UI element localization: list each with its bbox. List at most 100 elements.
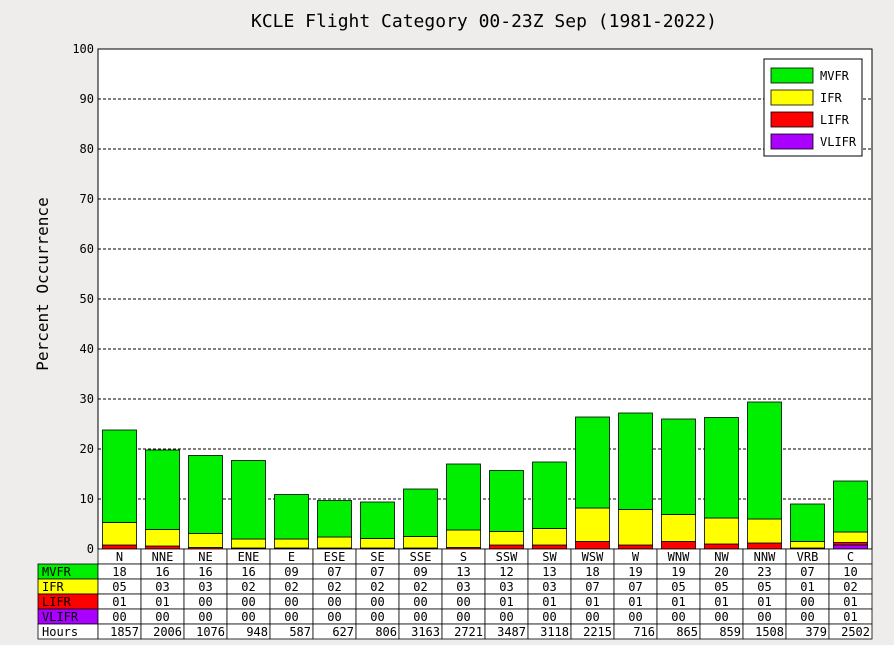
table-cell-value: 07 xyxy=(327,565,341,579)
table-header-label: S xyxy=(460,550,467,564)
table-header-label: W xyxy=(632,550,640,564)
table-cell-value: 02 xyxy=(327,580,341,594)
y-tick-label: 40 xyxy=(80,342,94,356)
y-tick-label: 80 xyxy=(80,142,94,156)
bar-segment-ifr xyxy=(145,529,180,547)
table-header-label: WNW xyxy=(668,550,690,564)
y-tick-label: 30 xyxy=(80,392,94,406)
table-cell-value: 07 xyxy=(800,565,814,579)
table-cell-value: 19 xyxy=(628,565,642,579)
table-row-label: Hours xyxy=(42,625,78,639)
table-cell-value: 806 xyxy=(375,625,397,639)
legend-swatch xyxy=(770,89,814,106)
table-cell-value: 02 xyxy=(370,580,384,594)
table-cell-value: 00 xyxy=(714,610,728,624)
bar-segment-ifr xyxy=(446,529,481,548)
legend-label: MVFR xyxy=(820,69,850,83)
table-header-label: WSW xyxy=(582,550,604,564)
table-cell-value: 587 xyxy=(289,625,311,639)
table-cell-value: 00 xyxy=(800,595,814,609)
bar-segment-mvfr xyxy=(661,418,696,515)
table-cell-value: 01 xyxy=(800,580,814,594)
table-cell-value: 00 xyxy=(198,595,212,609)
table-cell-value: 3487 xyxy=(497,625,526,639)
bar-segment-mvfr xyxy=(833,480,868,533)
table-cell-value: 00 xyxy=(241,595,255,609)
grid-lines xyxy=(98,98,872,500)
table-header-label: NNW xyxy=(754,550,776,564)
bar-segment-vlifr xyxy=(833,544,868,550)
table-cell-value: 07 xyxy=(585,580,599,594)
table-cell-value: 07 xyxy=(628,580,642,594)
y-tick-label: 100 xyxy=(72,42,94,56)
table-cell-value: 00 xyxy=(413,595,427,609)
table-cell-value: 865 xyxy=(676,625,698,639)
table-row-label: LIFR xyxy=(42,595,72,609)
table-cell-value: 18 xyxy=(585,565,599,579)
bar-segment-mvfr xyxy=(145,449,180,530)
table-cell-value: 00 xyxy=(757,610,771,624)
table-row-label: MVFR xyxy=(42,565,72,579)
bar-segment-mvfr xyxy=(575,416,610,509)
table-cell-value: 01 xyxy=(542,595,556,609)
y-tick-label: 60 xyxy=(80,242,94,256)
bar-segment-mvfr xyxy=(618,412,653,510)
bar-segment-mvfr xyxy=(231,460,266,540)
table-cell-value: 01 xyxy=(499,595,513,609)
bar-segment-lifr xyxy=(704,543,739,550)
table-cell-value: 13 xyxy=(456,565,470,579)
bar-segment-ifr xyxy=(575,507,610,542)
bar-segment-mvfr xyxy=(317,500,352,538)
table-cell-value: 18 xyxy=(112,565,126,579)
legend-label: IFR xyxy=(820,91,842,105)
table-cell-value: 2721 xyxy=(454,625,483,639)
table-cell-value: 379 xyxy=(805,625,827,639)
table-cell-value: 01 xyxy=(628,595,642,609)
bar-segment-mvfr xyxy=(102,429,137,523)
bar-segment-lifr xyxy=(532,544,567,550)
table-cell-value: 627 xyxy=(332,625,354,639)
y-tick-label: 20 xyxy=(80,442,94,456)
table-row-label: IFR xyxy=(42,580,64,594)
table-cell-value: 09 xyxy=(413,565,427,579)
bar-segment-mvfr xyxy=(360,501,395,539)
table-row-label: VLIFR xyxy=(42,610,79,624)
bar-segment-lifr xyxy=(489,544,524,550)
bar-segment-lifr xyxy=(145,545,180,550)
table-cell-value: 00 xyxy=(456,595,470,609)
table-header-label: SE xyxy=(370,550,384,564)
table-cell-value: 16 xyxy=(198,565,212,579)
table-cell-value: 03 xyxy=(499,580,513,594)
y-tick-label: 50 xyxy=(80,292,94,306)
table-cell-value: 00 xyxy=(671,610,685,624)
y-tick-label: 0 xyxy=(87,542,94,556)
bar-segment-mvfr xyxy=(274,494,309,540)
bar-segment-mvfr xyxy=(790,503,825,542)
table-cell-value: 09 xyxy=(284,565,298,579)
table-cell-value: 02 xyxy=(284,580,298,594)
table-cell-value: 05 xyxy=(671,580,685,594)
data-table: N NNE NE ENE E ESE SE SSE S SSW SW WSW W WNW NW NNW VRB C… xyxy=(37,548,873,640)
table-cell xyxy=(828,623,873,640)
table-cell-value: 03 xyxy=(542,580,556,594)
table-header-label: VRB xyxy=(797,550,819,564)
table-cell-value: 12 xyxy=(499,565,513,579)
table-cell-value: 02 xyxy=(843,580,857,594)
bar-segment-mvfr xyxy=(532,461,567,529)
table-cell-value: 19 xyxy=(671,565,685,579)
bar-segment-ifr xyxy=(231,538,266,549)
table-cell-value: 00 xyxy=(585,610,599,624)
table-cell-value: 3163 xyxy=(411,625,440,639)
table-header-label: N xyxy=(116,550,123,564)
bar-segment-mvfr xyxy=(446,463,481,531)
table-header-label: NNE xyxy=(152,550,174,564)
table-cell-value: 859 xyxy=(719,625,741,639)
bar-segment-lifr xyxy=(575,541,610,550)
bar-segment-mvfr xyxy=(188,455,223,534)
bar-segment-ifr xyxy=(704,517,739,545)
bar-segment-lifr xyxy=(102,544,137,550)
legend-swatch xyxy=(770,111,814,128)
table-header-label: ENE xyxy=(238,550,260,564)
table-header-label: SW xyxy=(542,550,557,564)
